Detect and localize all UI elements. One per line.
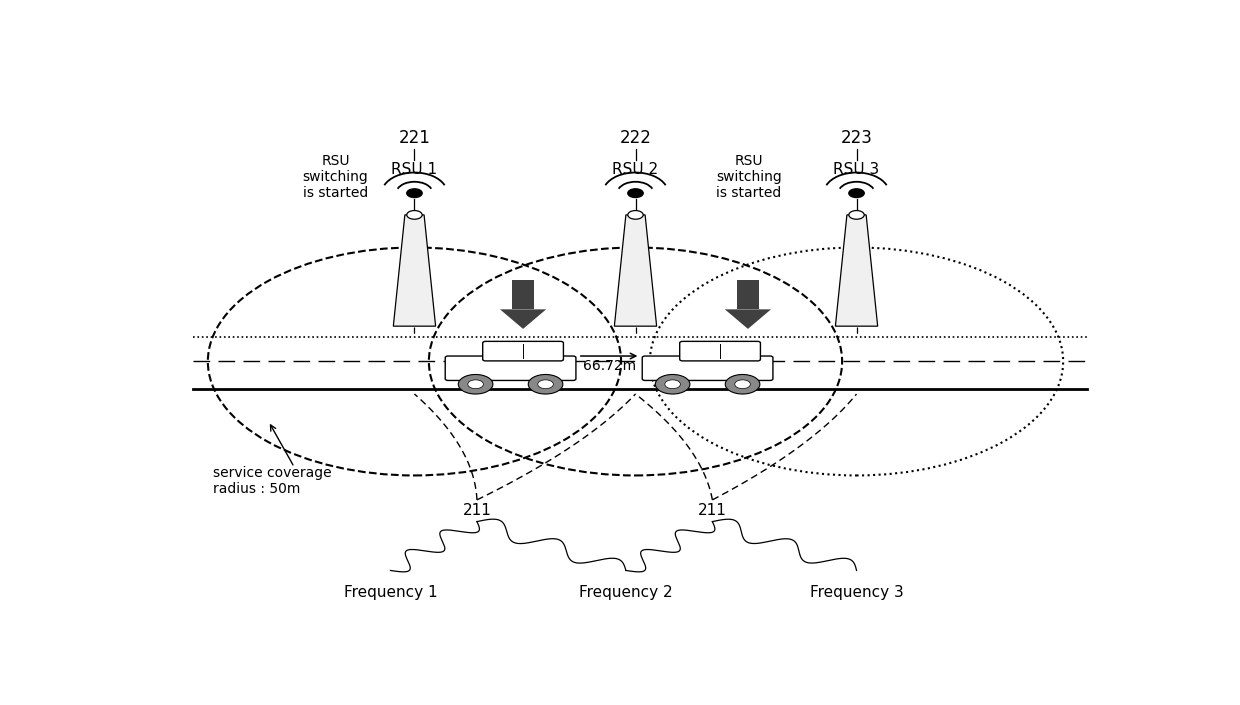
FancyBboxPatch shape (642, 356, 773, 381)
Circle shape (665, 380, 681, 388)
Text: service coverage
radius : 50m: service coverage radius : 50m (213, 466, 331, 496)
Polygon shape (393, 215, 435, 326)
Text: RSU
switching
is started: RSU switching is started (715, 154, 781, 200)
Circle shape (467, 380, 484, 388)
Text: RSU 3: RSU 3 (833, 162, 879, 177)
Text: RSU 1: RSU 1 (392, 162, 438, 177)
Polygon shape (500, 309, 546, 329)
FancyBboxPatch shape (482, 341, 563, 361)
Text: 222: 222 (620, 129, 651, 147)
Polygon shape (836, 215, 878, 326)
Text: 223: 223 (841, 129, 873, 147)
Text: Frequency 3: Frequency 3 (810, 584, 904, 600)
Circle shape (849, 189, 864, 197)
Text: RSU
switching
is started: RSU switching is started (303, 154, 368, 200)
Text: 211: 211 (463, 503, 491, 518)
Text: Frequency 1: Frequency 1 (343, 584, 438, 600)
FancyBboxPatch shape (445, 356, 575, 381)
Text: 221: 221 (398, 129, 430, 147)
Circle shape (725, 374, 760, 394)
Polygon shape (725, 309, 771, 329)
Polygon shape (512, 280, 533, 309)
Circle shape (849, 211, 864, 219)
Circle shape (735, 380, 750, 388)
Text: Frequency 2: Frequency 2 (579, 584, 673, 600)
Circle shape (655, 374, 689, 394)
Circle shape (627, 189, 644, 197)
Circle shape (459, 374, 492, 394)
Text: 211: 211 (698, 503, 727, 518)
Circle shape (407, 211, 422, 219)
FancyBboxPatch shape (680, 341, 760, 361)
Polygon shape (738, 280, 759, 309)
Circle shape (538, 380, 553, 388)
Text: RSU 2: RSU 2 (613, 162, 658, 177)
Text: 66.72m: 66.72m (583, 359, 636, 373)
Circle shape (528, 374, 563, 394)
Polygon shape (614, 215, 657, 326)
Circle shape (407, 189, 422, 197)
Circle shape (627, 211, 644, 219)
